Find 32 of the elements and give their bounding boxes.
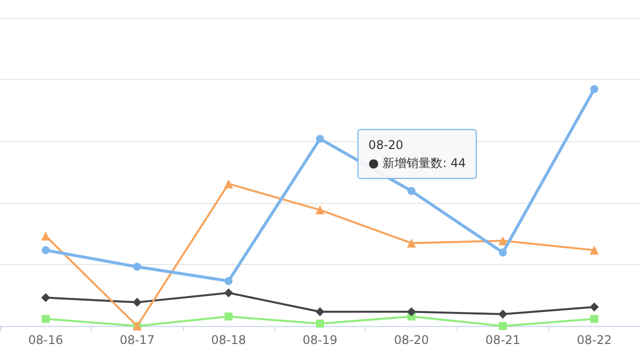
- x-tick-label: 08-16: [28, 333, 64, 347]
- point: [590, 85, 598, 94]
- point: [224, 288, 234, 298]
- point: [498, 248, 507, 257]
- point: [406, 307, 416, 316]
- point: [41, 293, 50, 302]
- point: [224, 276, 233, 285]
- x-tick-label: 08-18: [211, 333, 246, 347]
- point: [133, 262, 142, 271]
- x-tick-label: 08-17: [120, 333, 155, 347]
- point: [590, 302, 599, 312]
- annotation: 08-20 ● 新增销量数: 44: [368, 138, 466, 170]
- point: [132, 298, 142, 307]
- point: [406, 238, 416, 248]
- point: [498, 236, 508, 246]
- point: [498, 310, 508, 319]
- point: [316, 134, 324, 143]
- point: [590, 314, 598, 323]
- point: [42, 314, 50, 323]
- x-tick-label: 08-22: [576, 333, 612, 347]
- x-tick-label: 08-19: [302, 333, 338, 347]
- point: [224, 179, 234, 188]
- x-tick-label: 08-21: [485, 333, 520, 347]
- x-tick-label: 08-20: [394, 333, 429, 347]
- point: [590, 246, 599, 255]
- point: [224, 312, 233, 321]
- point: [42, 246, 50, 254]
- point: [407, 186, 416, 195]
- point: [316, 307, 324, 316]
- point: [316, 320, 324, 328]
- point: [316, 205, 324, 214]
- point: [498, 322, 507, 330]
